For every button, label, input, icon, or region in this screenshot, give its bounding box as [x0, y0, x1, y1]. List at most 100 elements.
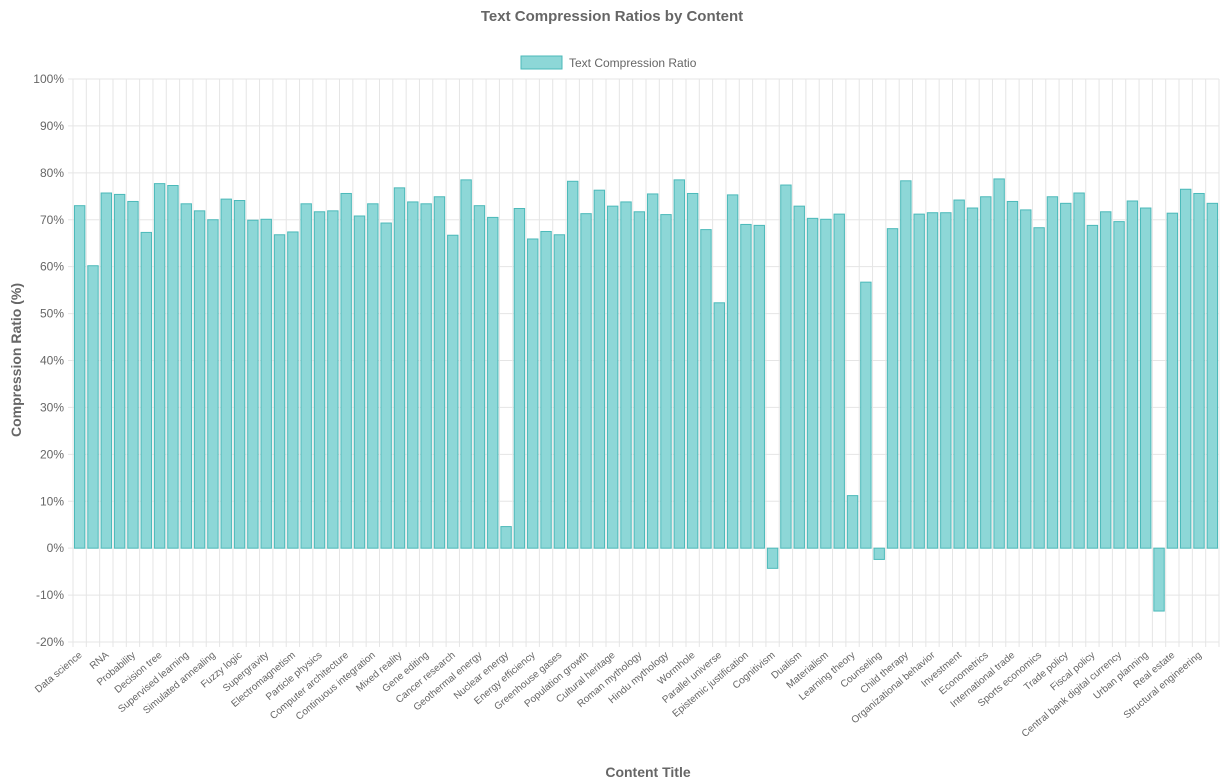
- bar[interactable]: [113, 193, 126, 549]
- bar[interactable]: [740, 223, 752, 549]
- bar[interactable]: [220, 198, 232, 549]
- bar[interactable]: [1153, 547, 1165, 612]
- y-tick-label: 60%: [40, 260, 64, 274]
- bar[interactable]: [860, 281, 872, 549]
- bar[interactable]: [953, 199, 965, 549]
- bar[interactable]: [300, 203, 312, 549]
- y-tick-label: 40%: [40, 354, 64, 368]
- bar[interactable]: [500, 526, 512, 549]
- bar[interactable]: [700, 229, 712, 549]
- bar[interactable]: [580, 213, 592, 549]
- bar[interactable]: [393, 187, 406, 549]
- bar[interactable]: [926, 212, 939, 549]
- y-axis-ticks: -20% -10% 0% 10% 20% 30% 40% 50% 60% 70% 80% 90% 100…: [33, 72, 64, 649]
- bar[interactable]: [820, 218, 832, 549]
- bar[interactable]: [180, 203, 192, 549]
- bar[interactable]: [1100, 211, 1112, 549]
- bar[interactable]: [1113, 221, 1125, 549]
- bar[interactable]: [553, 234, 566, 549]
- bar[interactable]: [193, 210, 206, 549]
- bar[interactable]: [1166, 212, 1179, 549]
- bar[interactable]: [73, 205, 86, 549]
- bar[interactable]: [420, 203, 432, 549]
- bar[interactable]: [1086, 224, 1099, 549]
- bar[interactable]: [646, 193, 659, 549]
- bar[interactable]: [233, 200, 246, 549]
- legend[interactable]: Text Compression Ratio: [520, 55, 697, 70]
- bar[interactable]: [1193, 192, 1205, 549]
- legend-swatch: [520, 55, 563, 70]
- bar[interactable]: [367, 203, 379, 549]
- bar[interactable]: [1060, 202, 1072, 549]
- bar[interactable]: [340, 192, 352, 549]
- bar[interactable]: [713, 302, 725, 549]
- bar[interactable]: [487, 216, 499, 549]
- bar[interactable]: [806, 217, 819, 549]
- bar[interactable]: [473, 205, 486, 549]
- bar[interactable]: [993, 178, 1005, 549]
- bar[interactable]: [167, 185, 179, 549]
- x-tick-label: Data science: [33, 650, 85, 696]
- bar[interactable]: [207, 219, 219, 549]
- bar[interactable]: [966, 207, 979, 549]
- bar[interactable]: [913, 213, 925, 549]
- bar[interactable]: [527, 238, 539, 549]
- y-tick-label: -20%: [36, 635, 64, 649]
- bar[interactable]: [273, 234, 286, 549]
- bar[interactable]: [407, 201, 419, 549]
- bar[interactable]: [753, 224, 765, 549]
- bar[interactable]: [380, 222, 392, 549]
- bar[interactable]: [780, 184, 792, 549]
- bar[interactable]: [846, 495, 859, 549]
- bar[interactable]: [1046, 196, 1059, 549]
- bar[interactable]: [247, 219, 259, 549]
- bar[interactable]: [447, 234, 459, 549]
- bar[interactable]: [620, 201, 632, 549]
- bar[interactable]: [686, 192, 699, 549]
- bar[interactable]: [940, 212, 952, 549]
- bar[interactable]: [886, 228, 899, 549]
- bar[interactable]: [980, 196, 992, 549]
- bar[interactable]: [633, 211, 646, 549]
- bar[interactable]: [127, 200, 139, 549]
- bar[interactable]: [140, 231, 152, 549]
- bar[interactable]: [260, 218, 272, 549]
- bar[interactable]: [873, 547, 885, 560]
- y-tick-label: 50%: [40, 307, 64, 321]
- y-tick-label: 90%: [40, 119, 64, 133]
- bar[interactable]: [593, 189, 606, 549]
- x-axis-title: Content Title: [605, 764, 691, 780]
- bar[interactable]: [1126, 200, 1139, 549]
- bar[interactable]: [900, 180, 912, 549]
- bar[interactable]: [513, 207, 526, 549]
- bar[interactable]: [766, 547, 779, 569]
- bar[interactable]: [1020, 209, 1032, 549]
- bar[interactable]: [1140, 207, 1152, 549]
- bar[interactable]: [327, 210, 339, 549]
- bar[interactable]: [1006, 200, 1019, 549]
- bar[interactable]: [833, 213, 845, 549]
- bar[interactable]: [353, 215, 366, 549]
- bar[interactable]: [567, 180, 579, 549]
- bar[interactable]: [313, 211, 326, 549]
- bar[interactable]: [287, 231, 299, 549]
- bar[interactable]: [1206, 202, 1219, 549]
- bar[interactable]: [540, 230, 552, 549]
- bar[interactable]: [100, 192, 113, 549]
- bar[interactable]: [606, 205, 619, 549]
- bar[interactable]: [87, 265, 99, 549]
- bar[interactable]: [726, 194, 739, 549]
- bar[interactable]: [1033, 227, 1045, 549]
- bar[interactable]: [660, 214, 672, 549]
- y-tick-label: -10%: [36, 588, 64, 602]
- bar[interactable]: [460, 179, 472, 549]
- bar[interactable]: [793, 205, 805, 549]
- bar[interactable]: [153, 183, 166, 549]
- bar[interactable]: [1073, 192, 1085, 549]
- bar[interactable]: [433, 196, 446, 549]
- bar[interactable]: [1179, 188, 1192, 549]
- bar[interactable]: [673, 179, 686, 549]
- y-tick-label: 20%: [40, 447, 64, 461]
